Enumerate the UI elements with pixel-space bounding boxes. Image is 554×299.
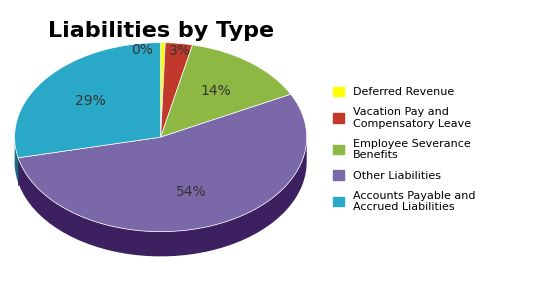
Text: 29%: 29% xyxy=(75,94,105,108)
Polygon shape xyxy=(14,43,161,158)
Polygon shape xyxy=(18,138,307,256)
Text: Liabilities by Type: Liabilities by Type xyxy=(48,21,274,41)
Polygon shape xyxy=(18,94,307,232)
Polygon shape xyxy=(14,134,18,182)
Polygon shape xyxy=(161,43,193,137)
Text: 54%: 54% xyxy=(176,185,207,199)
Polygon shape xyxy=(161,43,165,137)
Text: 0%: 0% xyxy=(131,43,153,57)
Text: 3%: 3% xyxy=(169,44,191,58)
Text: 14%: 14% xyxy=(201,84,232,98)
Legend: Deferred Revenue, Vacation Pay and
Compensatory Leave, Employee Severance
Benefi: Deferred Revenue, Vacation Pay and Compe… xyxy=(334,87,476,212)
Polygon shape xyxy=(161,45,291,137)
